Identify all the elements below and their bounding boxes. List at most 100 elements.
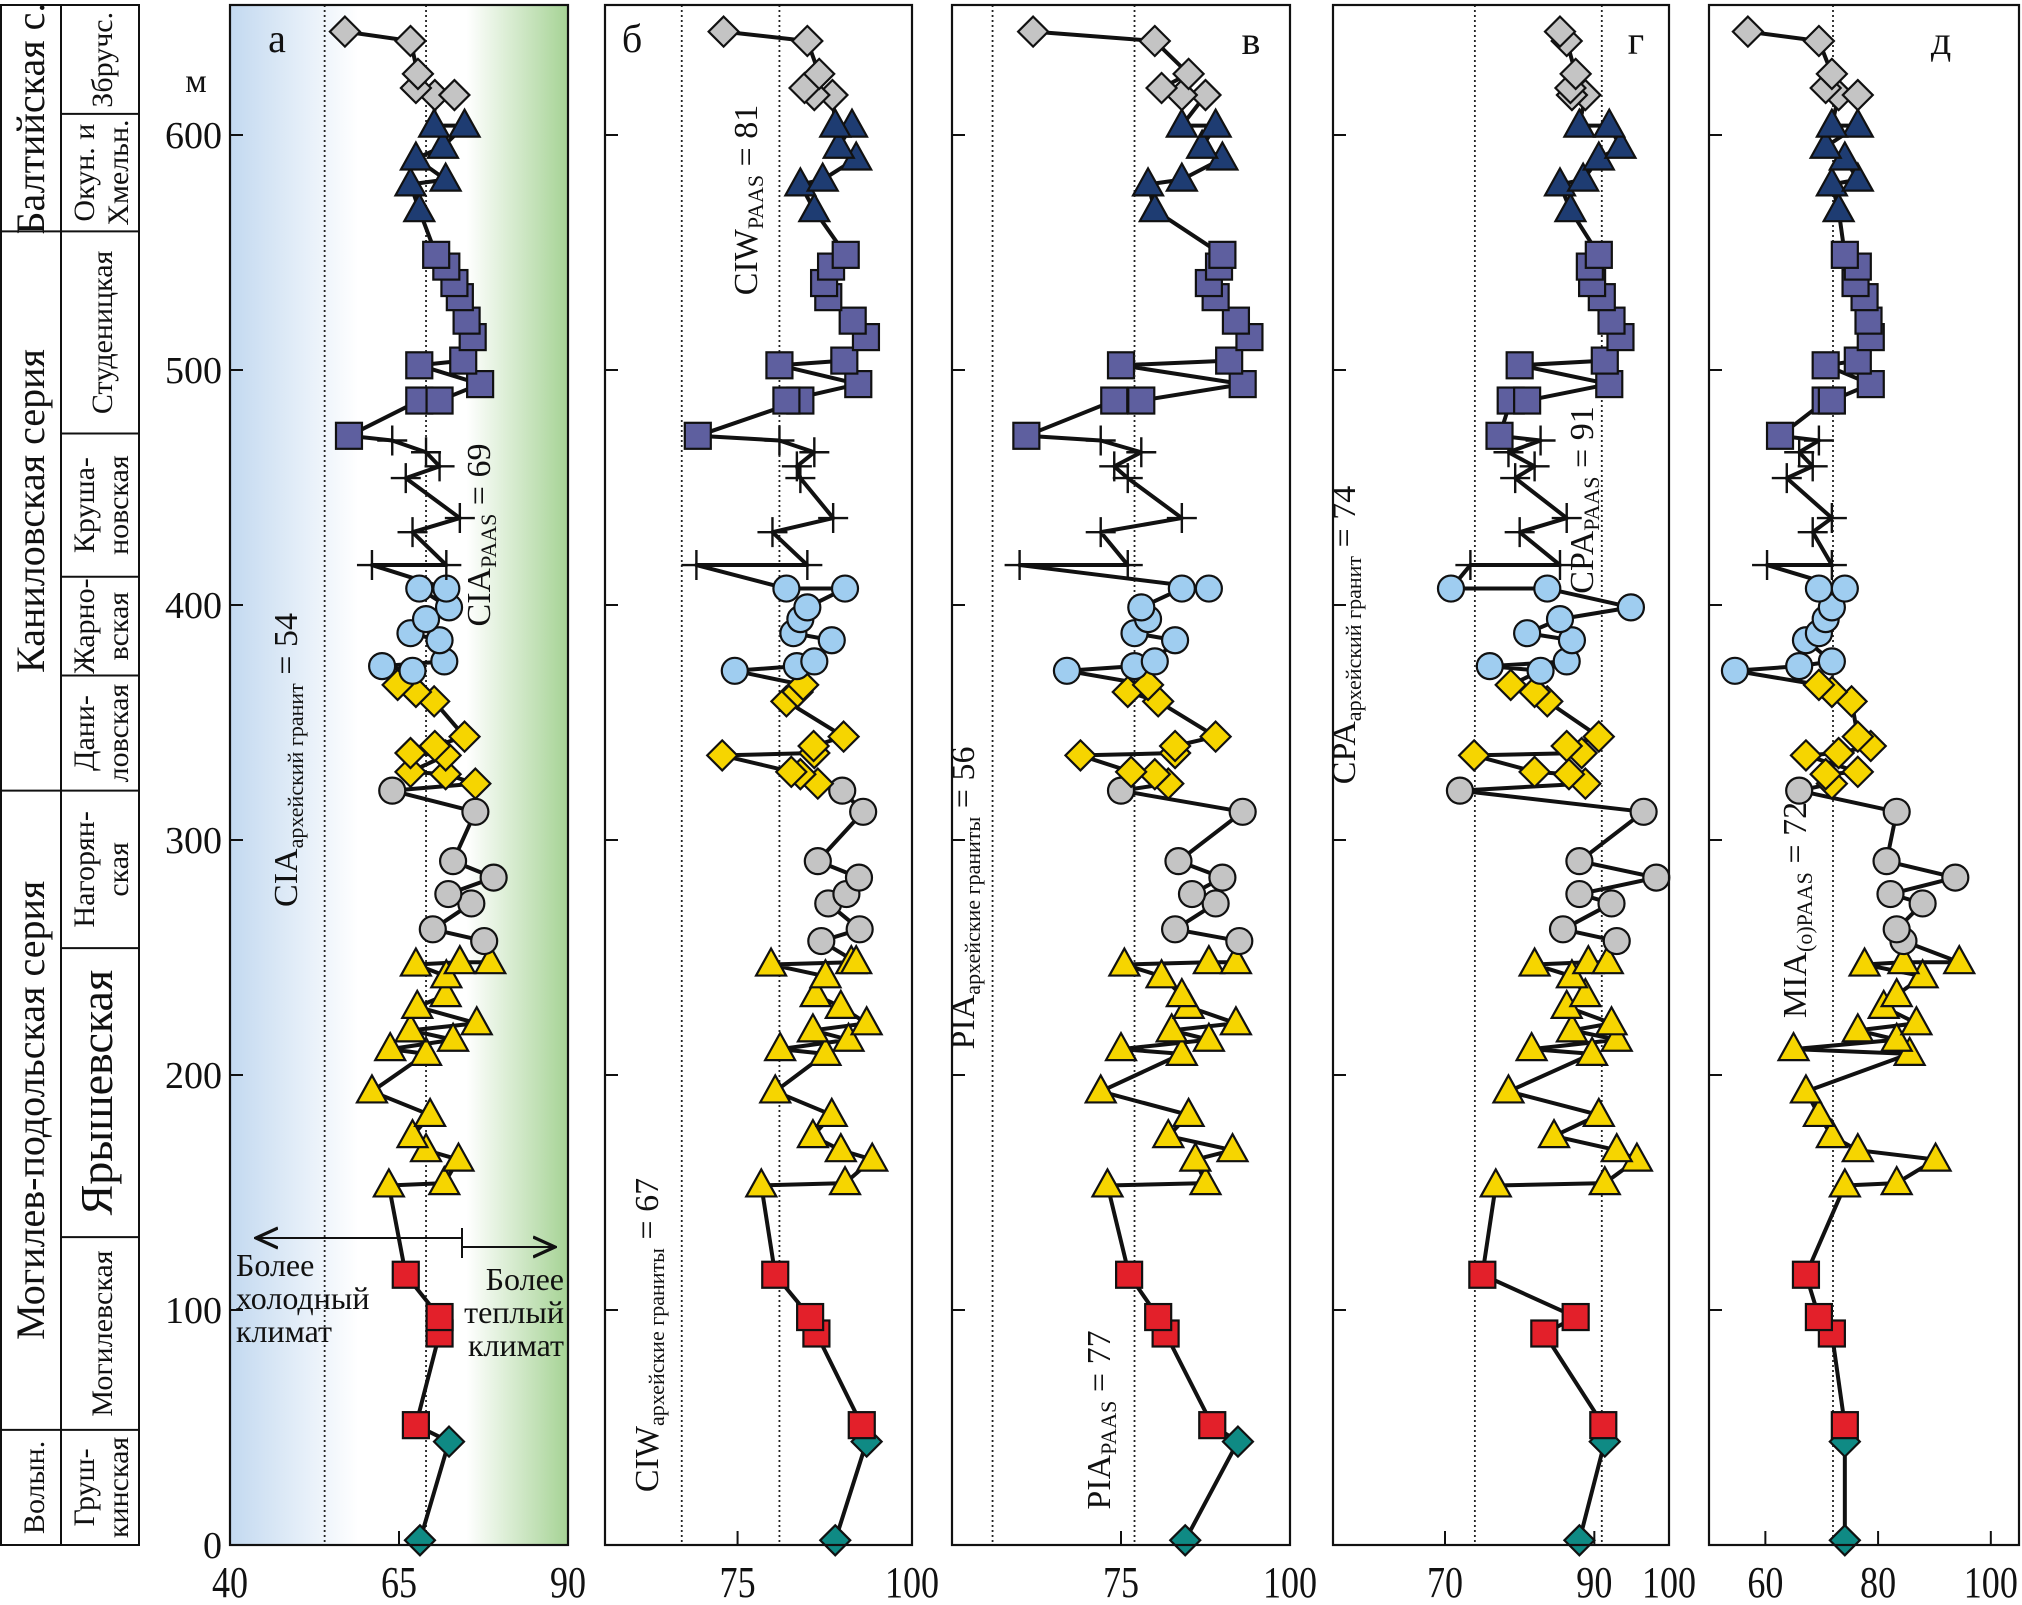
data-point-square: [1115, 1260, 1144, 1289]
data-point-triangle: [373, 1030, 408, 1062]
data-point-square: [1513, 386, 1542, 415]
data-point-triangle: [399, 946, 433, 977]
strat-frame: [0, 4, 140, 1546]
data-point-square: [1811, 351, 1840, 380]
series-square-purple: [1765, 240, 1885, 450]
data-point-triangle: [1171, 1096, 1206, 1128]
data-point-triangle: [828, 1164, 862, 1196]
reference-label-main: PIA: [945, 994, 982, 1049]
data-point-circle: [803, 847, 832, 876]
data-point-triangle: [1847, 946, 1882, 977]
data-point-cross: [1551, 503, 1582, 534]
data-point-square: [1791, 1260, 1821, 1289]
data-point-circle: [1785, 776, 1814, 805]
data-point-triangle: [1192, 943, 1226, 975]
data-point-diamond: [802, 57, 836, 91]
data-point-circle: [1602, 926, 1631, 956]
data-point-circle: [807, 926, 836, 956]
data-point-circle: [1127, 593, 1156, 622]
data-point-diamond: [458, 767, 492, 801]
data-point-triangle: [763, 1030, 797, 1062]
data-point-square: [1830, 1411, 1859, 1440]
data-point-circle: [425, 626, 454, 655]
data-point-square: [1530, 1319, 1559, 1348]
data-point-square: [1215, 346, 1244, 375]
data-point-triangle: [1808, 128, 1843, 159]
series-diamond-yellow: [705, 668, 861, 801]
formation-label: Дани-: [68, 695, 101, 771]
data-point-triangle: [1568, 976, 1603, 1008]
data-point-cross: [1784, 437, 1815, 468]
data-point-triangle: [1592, 107, 1627, 138]
data-point-circle: [1872, 847, 1901, 876]
data-point-square: [772, 386, 801, 415]
data-point-triangle: [1942, 943, 1977, 975]
data-point-diamond: [393, 24, 428, 58]
x-tick-label: 60: [1747, 1558, 1783, 1605]
data-point-circle: [1445, 776, 1475, 805]
data-point-triangle: [758, 1073, 793, 1104]
series-diamond-teal: [1168, 1425, 1255, 1557]
reference-line-label: CIWархейские граниты = 67: [629, 1178, 669, 1492]
data-point-triangle: [797, 191, 832, 223]
data-point-diamond: [790, 24, 824, 58]
data-point-triangle: [1776, 1030, 1811, 1062]
formation-label: Груш-: [68, 1448, 101, 1526]
series-square-red: [1468, 1260, 1618, 1440]
data-point-triangle: [393, 1012, 428, 1043]
data-point-square: [1856, 370, 1885, 399]
data-point-square: [1589, 1411, 1618, 1440]
data-point-circle: [1830, 574, 1859, 603]
panel-letter: в: [1242, 18, 1261, 63]
reference-label-subscript: PAAS: [1579, 476, 1604, 530]
reference-line-label: CIWPAAS = 81: [728, 105, 768, 296]
data-point-cross: [1519, 451, 1550, 482]
series-circle-lightblue: [1720, 574, 1859, 685]
data-point-diamond: [1188, 78, 1223, 112]
reference-label-value: = 54: [268, 613, 305, 683]
data-point-cross: [1126, 437, 1157, 468]
data-point-triangle: [798, 976, 833, 1008]
data-point-square: [1590, 346, 1619, 375]
data-point-square: [1804, 1302, 1834, 1332]
series-circle-lightblue: [1052, 574, 1223, 685]
data-point-circle: [1164, 847, 1193, 876]
data-point-circle: [830, 574, 860, 603]
data-point-cross: [1525, 425, 1556, 456]
plot-frame: [1331, 3, 1671, 1547]
data-point-circle: [479, 863, 508, 892]
data-point-triangle: [1603, 128, 1638, 159]
data-point-triangle: [1164, 976, 1199, 1008]
data-point-triangle: [1599, 1131, 1634, 1163]
series-circle-lightblue: [368, 574, 464, 685]
formation-label: Круша-: [68, 457, 101, 553]
data-point-circle: [1882, 797, 1911, 826]
data-point-diamond: [827, 720, 861, 754]
data-point-diamond: [1559, 57, 1593, 91]
data-point-square: [838, 306, 867, 335]
data-point-diamond: [432, 1425, 466, 1459]
data-point-triangle: [1104, 1030, 1138, 1062]
data-point-cross: [390, 463, 421, 494]
data-point-triangle: [1840, 161, 1875, 192]
data-point-square: [466, 370, 495, 399]
data-point-diamond: [797, 729, 831, 763]
series-circle-grey: [378, 776, 508, 956]
data-point-square: [1468, 1260, 1497, 1289]
series-triangle-yellow: [1478, 943, 1654, 1198]
series-square-purple: [334, 240, 495, 450]
reference-label-subscript: архейские граниты: [644, 1248, 669, 1426]
series-triangle-navy: [393, 107, 482, 223]
depth-tick-label: 0: [203, 1525, 222, 1567]
x-tick-label: 90: [550, 1558, 586, 1605]
data-point-triangle: [1575, 1035, 1609, 1066]
data-point-triangle: [1815, 1117, 1849, 1149]
data-point-triangle: [1215, 1131, 1250, 1163]
colder-climate-label: Более: [236, 1247, 314, 1283]
data-point-diamond: [1841, 755, 1875, 789]
data-point-diamond: [1550, 729, 1584, 763]
panel-5: MIA(o)PAAS = 72 60 80 100 д: [1707, 3, 2021, 1605]
reference-label-main: PIA: [1081, 1454, 1118, 1509]
data-point-circle: [817, 626, 846, 655]
